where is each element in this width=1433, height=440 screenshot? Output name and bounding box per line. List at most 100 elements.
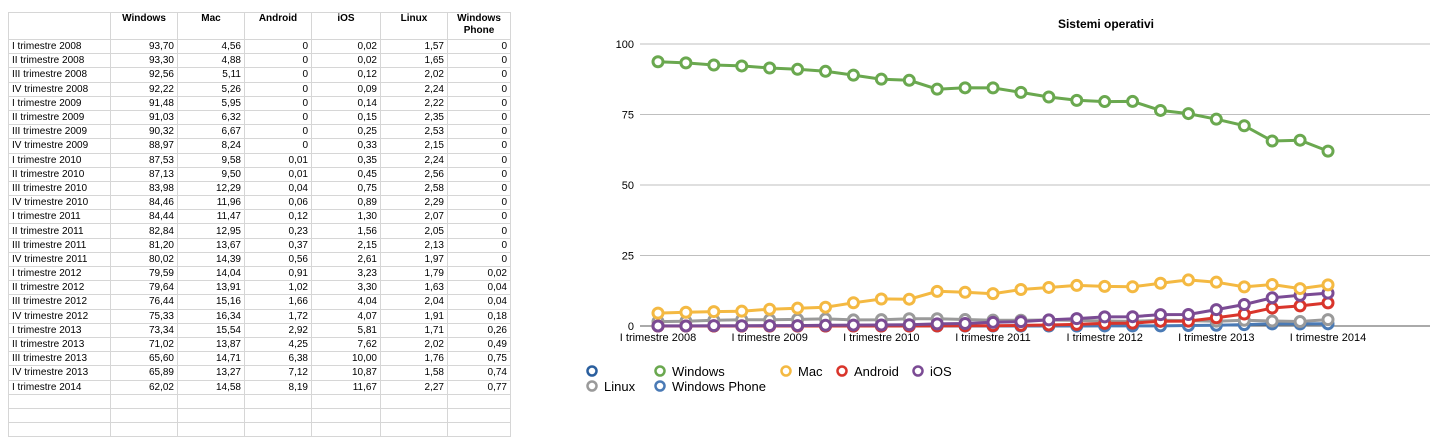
data-point-windows — [874, 72, 888, 86]
column-header: iOS — [311, 12, 381, 40]
row-label: III trimestre 2012 — [8, 294, 111, 310]
table-cell: 2,35 — [380, 109, 448, 126]
row-label: IV trimestre 2012 — [8, 308, 111, 324]
table-cell: 0 — [447, 95, 511, 111]
row-label: I trimestre 2008 — [8, 38, 111, 55]
legend-label: Windows — [672, 364, 725, 379]
row-label: III trimestre 2011 — [8, 237, 111, 253]
data-point-ios — [902, 318, 916, 332]
data-point-windows — [763, 61, 777, 75]
row-label: I trimestre 2011 — [8, 209, 111, 225]
table-cell: 15,16 — [177, 294, 245, 310]
data-point-windows — [930, 82, 944, 96]
data-point-mac — [791, 301, 805, 315]
grid-lines — [640, 43, 1430, 327]
table-cell: 7,12 — [244, 365, 312, 381]
data-point-mac — [763, 302, 777, 316]
table-cell: 87,13 — [110, 166, 178, 182]
table-cell: 0,06 — [244, 195, 312, 211]
table-cell: 84,44 — [110, 209, 178, 225]
table-row: I trimestre 2014 62,02 14,58 8,19 11,67 2,27 0… — [8, 379, 511, 395]
data-point-mac — [1265, 278, 1279, 292]
table-cell: 2,02 — [380, 336, 448, 353]
data-point-windows — [1126, 94, 1140, 108]
table-cell: 79,64 — [110, 280, 178, 296]
line-chart: Sistemi operativi 0 25 50 75 100 I trimestre… — [586, 17, 1430, 394]
table-cell: 0,23 — [244, 223, 312, 239]
data-point-mac — [958, 285, 972, 299]
x-tick-label: I trimestre 2011 — [955, 332, 1031, 344]
legend-label: iOS — [930, 364, 952, 379]
table-cell: 5,95 — [177, 95, 245, 111]
data-point-ios — [1237, 298, 1251, 312]
row-label: I trimestre 2009 — [8, 95, 111, 111]
table-row: I trimestre 2008 93,70 4,56 0 0,02 1,57 0 — [8, 38, 511, 55]
table-cell: 73,34 — [110, 322, 178, 338]
table-cell: 0,33 — [311, 138, 381, 154]
row-label: III trimestre 2008 — [8, 67, 111, 83]
table-cell: 14,58 — [177, 379, 245, 395]
y-axis-ticks: 0 25 50 75 100 — [616, 39, 634, 333]
column-header: Mac — [177, 12, 245, 40]
table-cell: 4,25 — [244, 336, 312, 353]
legend-label: Mac — [798, 364, 823, 379]
table-cell: 2,02 — [380, 67, 448, 83]
table-cell: 6,32 — [177, 109, 245, 126]
y-tick-label: 75 — [622, 110, 634, 122]
x-tick-label: I trimestre 2008 — [620, 332, 696, 344]
table-cell: 0,12 — [311, 67, 381, 83]
data-point-ios — [930, 317, 944, 331]
table-cell: 5,81 — [311, 322, 381, 338]
table-cell: 3,23 — [311, 265, 381, 282]
data-point-ios — [958, 316, 972, 330]
table-row: I trimestre 2011 84,44 11,47 0,12 1,30 2,07 0 — [8, 209, 511, 225]
table-row: II trimestre 2010 87,13 9,50 0,01 0,45 2,56 0 — [8, 166, 511, 182]
x-axis-ticks: I trimestre 2008 I trimestre 2009 I trimes… — [620, 326, 1366, 344]
table-cell: 10,87 — [311, 365, 381, 381]
legend-marker — [780, 365, 792, 377]
data-point-android — [1265, 301, 1279, 315]
table-cell: 15,54 — [177, 322, 245, 338]
x-tick-label: I trimestre 2014 — [1290, 332, 1366, 344]
table-cell — [244, 422, 312, 438]
table-cell: 0,15 — [311, 109, 381, 126]
table-cell — [380, 422, 448, 438]
table-cell: 2,15 — [380, 138, 448, 154]
data-point-windows — [1154, 103, 1167, 117]
series-line-windows — [657, 60, 1329, 153]
y-tick-label: 100 — [616, 39, 634, 51]
column-header: Linux — [380, 12, 448, 40]
table-cell — [110, 393, 178, 409]
table-cell: 4,07 — [311, 308, 381, 324]
table-cell: 93,70 — [110, 38, 178, 55]
data-point-windows — [1265, 134, 1279, 148]
table-cell: 2,27 — [380, 379, 448, 395]
table-cell: 0 — [447, 109, 511, 126]
row-label: II trimestre 2011 — [8, 223, 111, 239]
chart-legend: Windows Mac Android iOS Linux Windows Phone — [586, 364, 952, 394]
table-cell: 1,97 — [380, 251, 448, 268]
data-point-ios — [707, 319, 721, 333]
data-point-mac — [1098, 279, 1112, 293]
row-label: IV trimestre 2008 — [8, 81, 111, 97]
table-row: III trimestre 2013 65,60 14,71 6,38 10,00 1,7… — [8, 351, 511, 367]
table-cell: 11,67 — [311, 379, 381, 395]
table-cell: 0,02 — [447, 265, 511, 282]
table-cell: 2,53 — [380, 124, 448, 140]
data-point-mac — [1209, 275, 1223, 289]
table-cell: 5,26 — [177, 81, 245, 97]
data-point-ios — [1098, 310, 1112, 324]
data-point-mac — [874, 292, 888, 306]
table-cell: 0,77 — [447, 379, 511, 395]
table-cell: 0,01 — [244, 152, 312, 168]
table-cell: 0,04 — [447, 294, 511, 310]
table-row: I trimestre 2009 91,48 5,95 0 0,14 2,22 0 — [8, 95, 511, 111]
table-cell: 12,95 — [177, 223, 245, 239]
table-row: III trimestre 2009 90,32 6,67 0 0,25 2,53 0 — [8, 124, 511, 140]
table-cell: 0,35 — [311, 152, 381, 168]
data-point-windows — [958, 81, 972, 95]
table-cell: 1,79 — [380, 265, 448, 282]
table-cell: 8,19 — [244, 379, 312, 395]
table-cell: 9,50 — [177, 166, 245, 182]
table-row-empty — [8, 407, 511, 424]
